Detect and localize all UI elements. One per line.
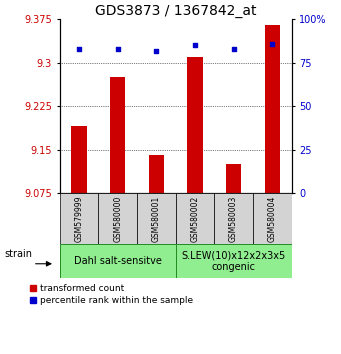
Bar (110, 77, 125, 193)
Point (192, 43, 198, 48)
Bar (176, 244, 292, 278)
Bar (137, 193, 176, 244)
Point (231, 46, 236, 52)
Text: GSM580003: GSM580003 (229, 195, 238, 242)
Text: GSM580002: GSM580002 (190, 195, 199, 242)
Text: GSM579999: GSM579999 (74, 195, 84, 242)
Bar (226, 164, 241, 193)
Text: Dahl salt-sensitve: Dahl salt-sensitve (74, 256, 162, 266)
Bar (71, 126, 87, 193)
Point (153, 48, 159, 53)
Bar (60, 193, 98, 244)
Bar (214, 193, 253, 244)
Bar (187, 57, 203, 193)
Title: GDS3873 / 1367842_at: GDS3873 / 1367842_at (95, 5, 256, 18)
Text: GSM580004: GSM580004 (268, 195, 277, 242)
Bar (265, 25, 280, 193)
Bar (149, 155, 164, 193)
Bar (60, 244, 176, 278)
Text: GSM580000: GSM580000 (113, 195, 122, 242)
Bar (253, 193, 292, 244)
Bar (98, 193, 137, 244)
Bar (176, 193, 214, 244)
Point (76, 46, 82, 52)
Point (269, 41, 275, 47)
Point (115, 46, 120, 52)
Text: GSM580001: GSM580001 (152, 195, 161, 242)
Text: S.LEW(10)x12x2x3x5
congenic: S.LEW(10)x12x2x3x5 congenic (181, 250, 286, 272)
Text: strain: strain (5, 249, 33, 259)
Legend: transformed count, percentile rank within the sample: transformed count, percentile rank withi… (31, 284, 193, 305)
